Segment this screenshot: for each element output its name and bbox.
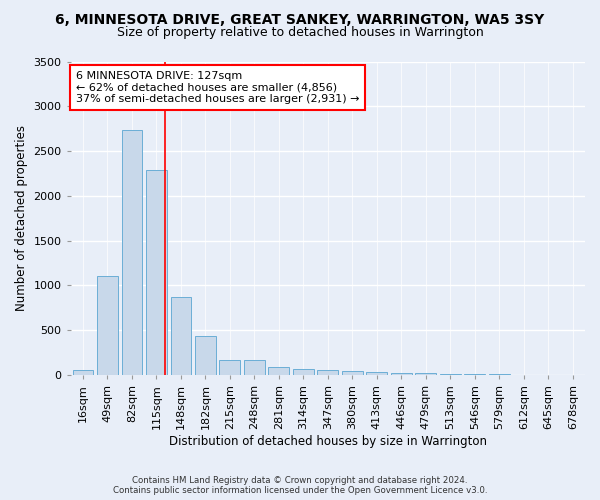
Text: 6 MINNESOTA DRIVE: 127sqm
← 62% of detached houses are smaller (4,856)
37% of se: 6 MINNESOTA DRIVE: 127sqm ← 62% of detac…: [76, 71, 359, 104]
Bar: [317, 370, 338, 375]
Bar: [170, 297, 191, 375]
Bar: [268, 366, 289, 375]
Bar: [195, 336, 216, 375]
Bar: [367, 372, 387, 375]
Bar: [220, 360, 241, 375]
Bar: [342, 371, 363, 375]
Bar: [146, 170, 167, 375]
Bar: [391, 372, 412, 375]
Y-axis label: Number of detached properties: Number of detached properties: [15, 125, 28, 311]
Bar: [244, 360, 265, 375]
Bar: [293, 369, 314, 375]
X-axis label: Distribution of detached houses by size in Warrington: Distribution of detached houses by size …: [169, 434, 487, 448]
Bar: [415, 374, 436, 375]
Bar: [122, 130, 142, 375]
Bar: [464, 374, 485, 375]
Bar: [440, 374, 461, 375]
Text: Size of property relative to detached houses in Warrington: Size of property relative to detached ho…: [116, 26, 484, 39]
Text: Contains HM Land Registry data © Crown copyright and database right 2024.
Contai: Contains HM Land Registry data © Crown c…: [113, 476, 487, 495]
Text: 6, MINNESOTA DRIVE, GREAT SANKEY, WARRINGTON, WA5 3SY: 6, MINNESOTA DRIVE, GREAT SANKEY, WARRIN…: [55, 12, 545, 26]
Bar: [73, 370, 94, 375]
Bar: [97, 276, 118, 375]
